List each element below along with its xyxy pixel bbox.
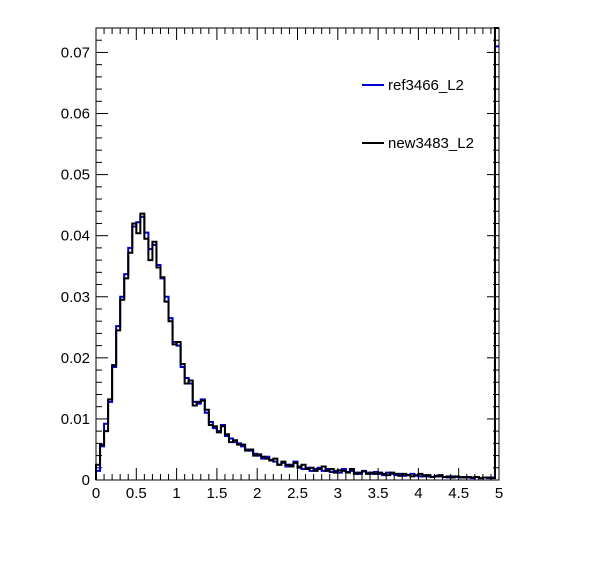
x-tick-label: 5 [495,485,503,502]
legend-label-ref: ref3466_L2 [388,77,464,94]
x-tick-label: 4.5 [448,485,469,502]
x-tick-label: 2 [253,485,261,502]
x-tick-label: 1 [172,485,180,502]
x-tick-label: 0.5 [126,485,147,502]
x-tick-label: 2.5 [287,485,308,502]
histogram-series [95,27,499,480]
y-tick-label: 0.02 [61,350,90,367]
y-tick-label: 0.01 [61,411,90,428]
x-tick-label: 3.5 [368,485,389,502]
legend-label-new: new3483_L2 [388,135,474,152]
axis-tick-labels: 0 0.5 1 1.5 2 2.5 3 3.5 4 4.5 5 0 0.01 0.02 0.03 0.04 0.… [61,44,503,502]
legend: ref3466_L2 new3483_L2 [362,77,474,152]
y-tick-label: 0.06 [61,106,90,123]
x-tick-label: 1.5 [206,485,227,502]
x-tick-label: 0 [92,485,100,502]
series-1-histogram [95,27,499,480]
y-tick-label: 0 [82,472,90,489]
y-tick-label: 0.04 [61,228,90,245]
x-tick-label: 4 [414,485,422,502]
y-tick-label: 0.03 [61,289,90,306]
y-tick-label: 0.07 [61,44,90,61]
x-tick-label: 3 [334,485,342,502]
y-tick-label: 0.05 [61,167,90,184]
